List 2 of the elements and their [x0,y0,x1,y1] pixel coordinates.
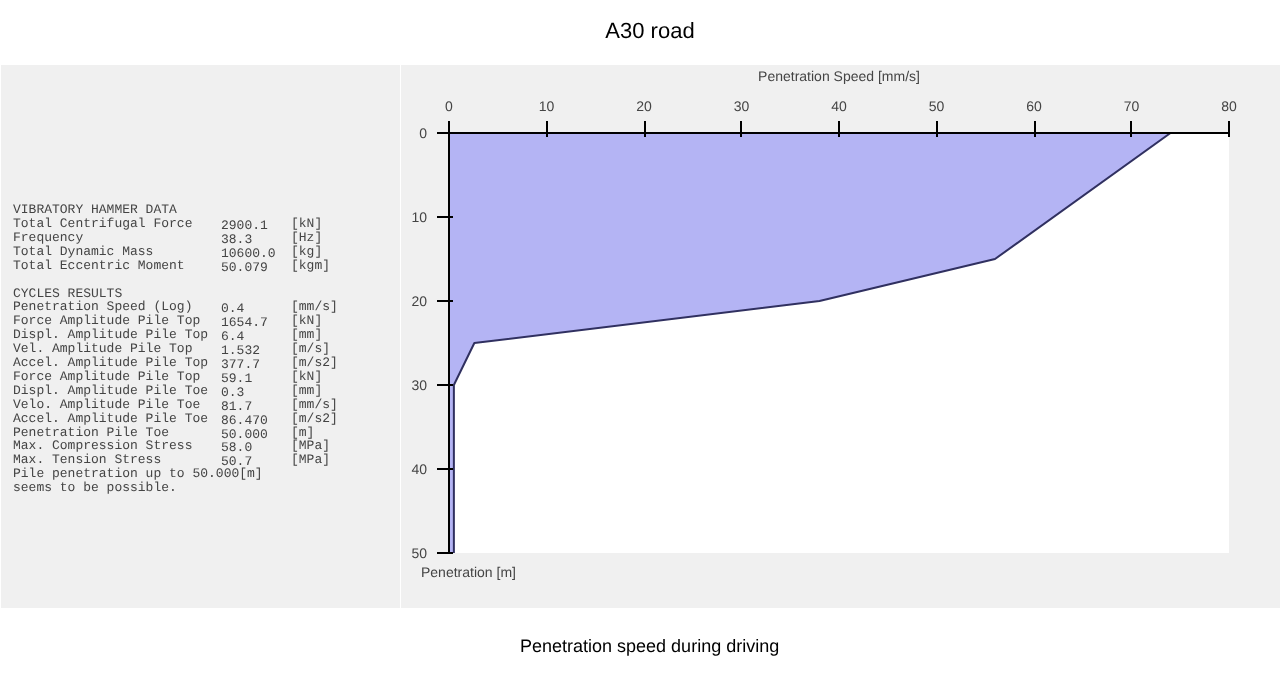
chart-title: A30 road [605,18,695,48]
text: Penetration speed during driving [520,634,780,660]
